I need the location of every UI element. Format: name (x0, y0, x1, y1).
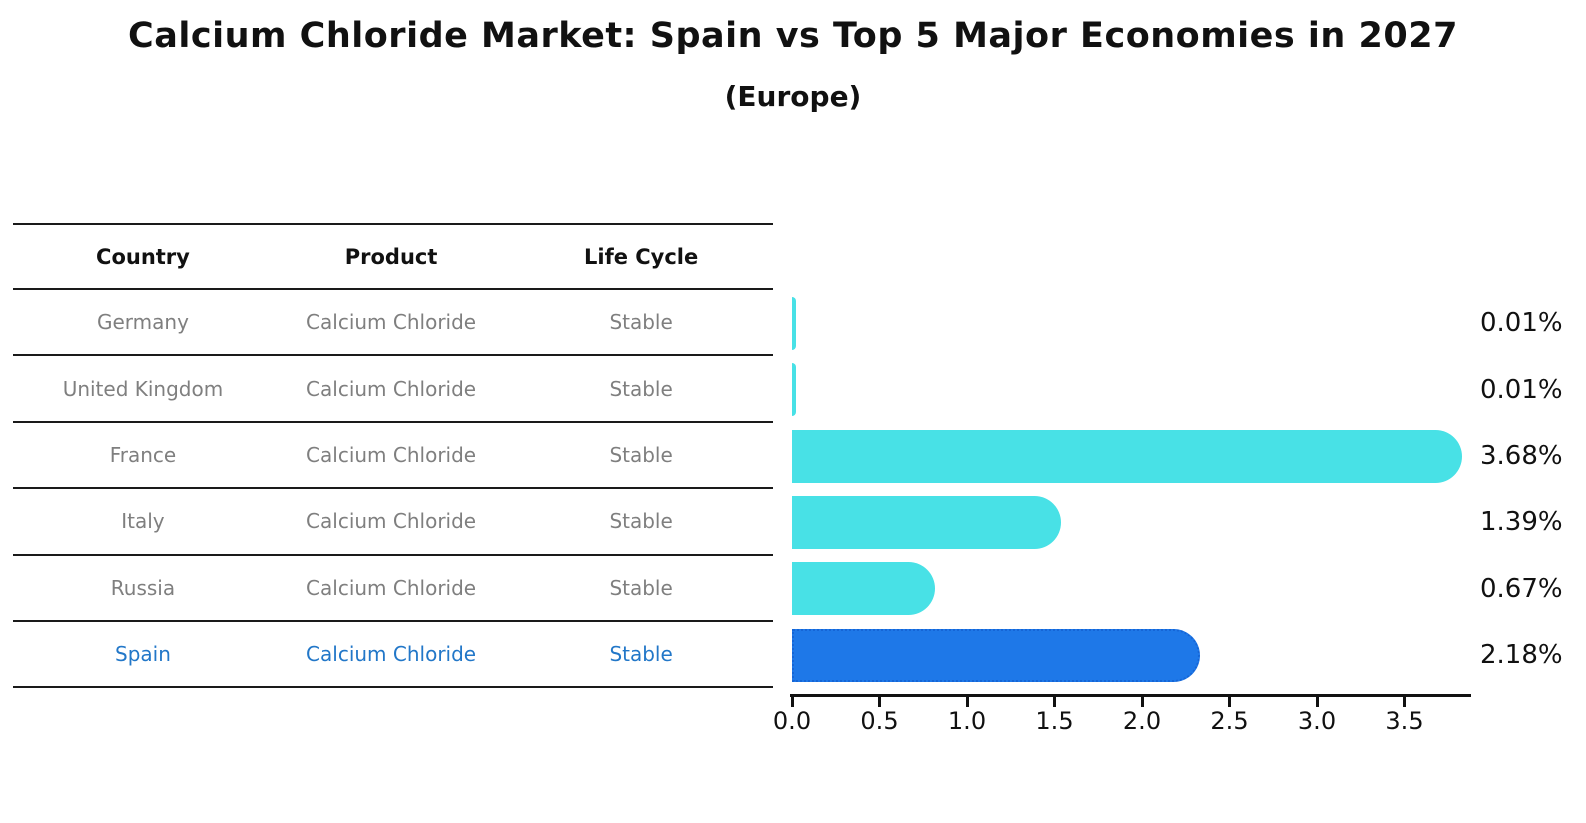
country-table: Country Product Life Cycle Germany Calciu… (13, 223, 773, 689)
x-tick-label: 1.0 (947, 707, 987, 735)
table-cell-product: Calcium Chloride (306, 442, 477, 467)
table-cell-country: Germany (96, 310, 189, 335)
bar-russia (792, 562, 935, 616)
table-rows: Germany Calcium Chloride Stable United King… (13, 290, 773, 689)
x-tick (878, 697, 881, 707)
table-header-product: Product (344, 244, 438, 269)
table-cell-product: Calcium Chloride (306, 376, 477, 401)
table-cell-product: Calcium Chloride (306, 509, 477, 534)
bar-value-label: 0.67% (1480, 573, 1563, 604)
chart-title: Calcium Chloride Market: Spain vs Top 5 … (128, 16, 1458, 56)
bar-france (792, 429, 1462, 483)
bar-value-label: 2.18% (1480, 640, 1563, 671)
table-cell-country: United Kingdom (62, 376, 224, 401)
x-tick (1140, 697, 1144, 707)
x-tick (965, 697, 969, 707)
bar-value-label: 0.01% (1480, 374, 1563, 405)
bar-value-label: 3.68% (1480, 441, 1563, 471)
table-cell-life_cycle: Stable (609, 310, 673, 335)
table-header-country: Country (96, 244, 190, 269)
table-cell-life_cycle: Stable (609, 575, 673, 600)
x-tick-label: 0.5 (860, 707, 899, 735)
table-cell-life_cycle: Stable (609, 509, 673, 534)
table-cell-product: Calcium Chloride (306, 575, 477, 600)
x-tick (790, 697, 794, 707)
x-tick (1053, 697, 1056, 707)
x-axis-line (790, 694, 1471, 697)
table-cell-product: Calcium Chloride (306, 642, 477, 667)
table-row: France Calcium Chloride Stable (13, 423, 773, 490)
table-row: United Kingdom Calcium Chloride Stable (13, 356, 773, 423)
table-cell-product: Calcium Chloride (306, 310, 477, 335)
table-header-row: Country Product Life Cycle (13, 225, 773, 290)
x-tick-label: 3.5 (1385, 707, 1424, 735)
bar-value-label: 1.39% (1480, 507, 1563, 538)
x-tick-label: 1.5 (1035, 707, 1074, 735)
table-row: Germany Calcium Chloride Stable (13, 290, 773, 357)
x-tick-label: 2.5 (1210, 707, 1249, 735)
table-cell-country: Russia (110, 575, 176, 600)
chart-subtitle: (Europe) (724, 80, 862, 113)
bar-value-label: 0.01% (1480, 308, 1563, 339)
x-tick-label: 3.0 (1297, 707, 1337, 735)
table-cell-country: Italy (121, 509, 165, 534)
x-tick-label: 2.0 (1122, 707, 1162, 735)
table-row: Russia Calcium Chloride Stable (13, 556, 773, 622)
x-tick-label: 0.0 (772, 707, 812, 735)
table-row: Spain Calcium Chloride Stable (13, 622, 773, 689)
table-cell-country: France (109, 442, 177, 467)
x-tick (1228, 697, 1231, 707)
bar-united-kingdom (792, 363, 796, 417)
table-cell-country: Spain (115, 642, 171, 667)
table-row: Italy Calcium Chloride Stable (13, 489, 773, 556)
table-header-lifecycle: Life Cycle (583, 244, 699, 269)
x-tick (1315, 697, 1319, 707)
bar-germany (792, 296, 796, 350)
bar-italy (792, 495, 1061, 549)
bar-highlight-spain (792, 628, 1200, 682)
table-cell-life_cycle: Stable (609, 442, 673, 467)
x-tick (1403, 697, 1406, 707)
table-cell-life_cycle: Stable (609, 376, 673, 401)
table-cell-life_cycle: Stable (609, 642, 673, 667)
